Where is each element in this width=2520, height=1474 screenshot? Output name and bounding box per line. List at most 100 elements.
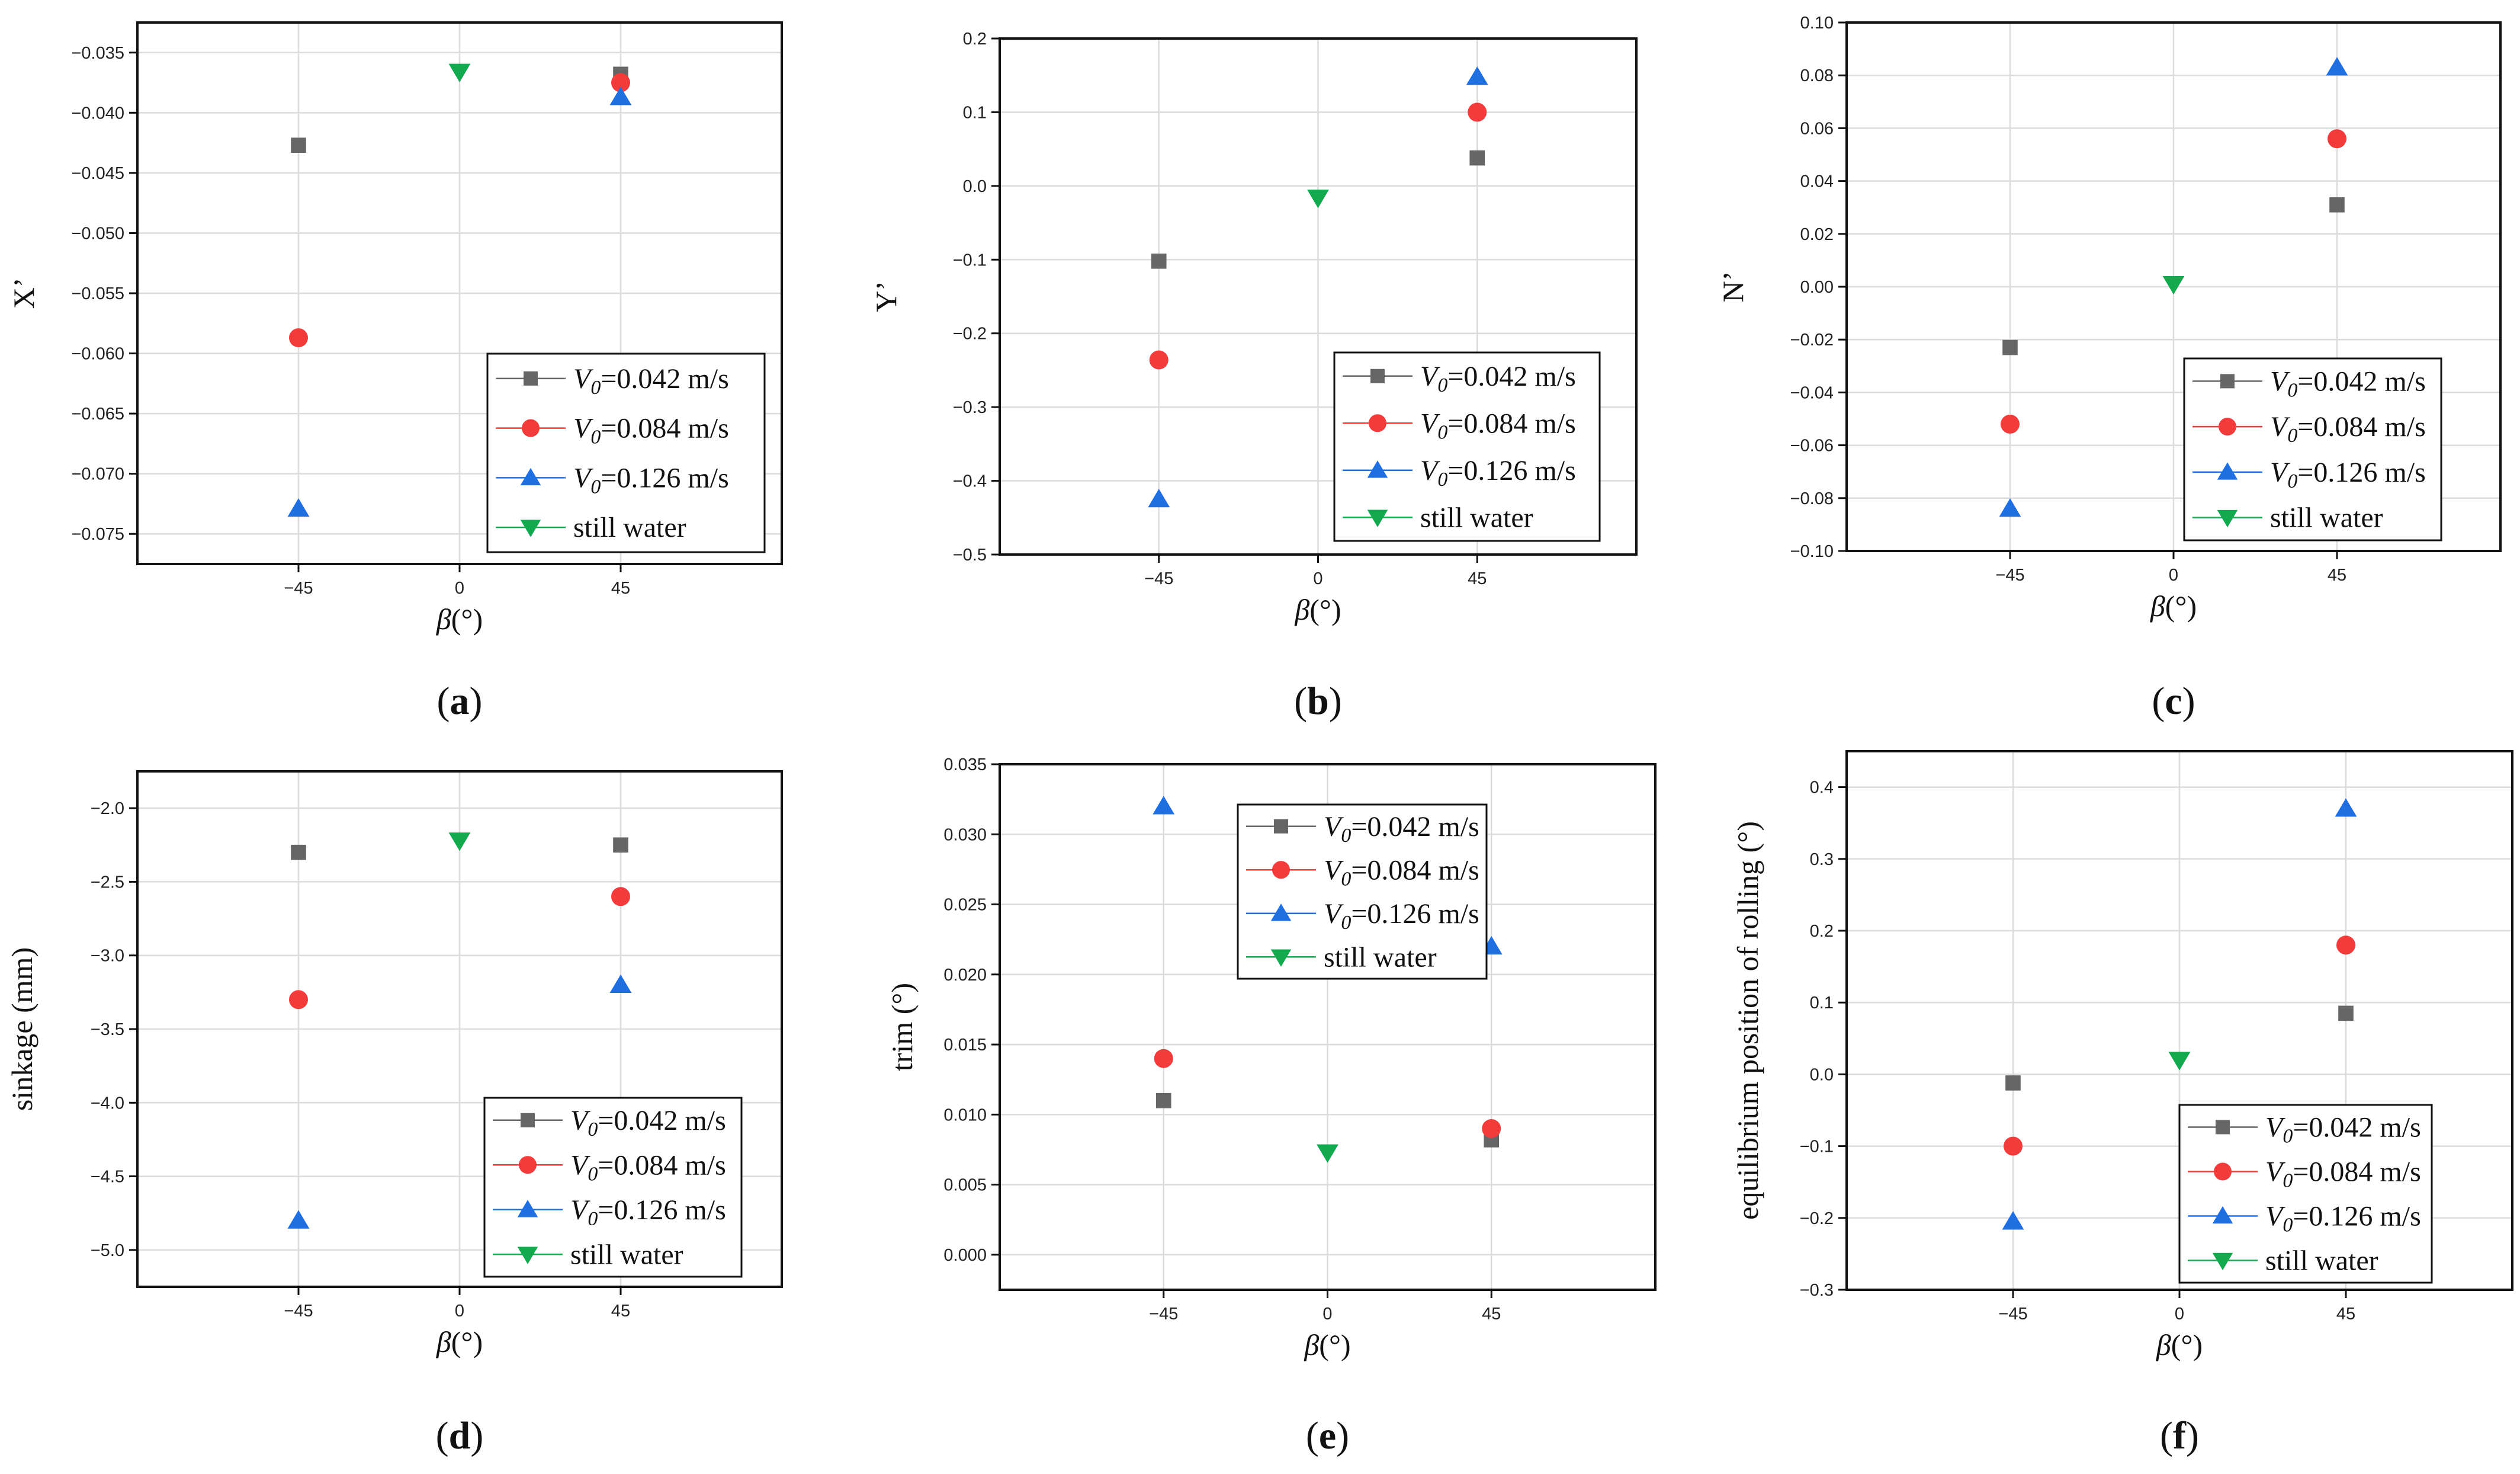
data-point-1	[291, 137, 306, 153]
data-point-2	[611, 73, 630, 92]
legend-label: V0=0.084 m/s	[1420, 408, 1576, 443]
data-point-4	[448, 832, 471, 851]
legend-label: V0=0.126 m/s	[1420, 455, 1576, 491]
x-tick-label: 0	[2175, 1305, 2184, 1324]
y-tick-label: −0.3	[953, 398, 987, 417]
panel-label: (f)	[2160, 1414, 2199, 1457]
legend-label: V0=0.126 m/s	[573, 462, 729, 498]
y-tick-label: −0.10	[1790, 542, 1834, 561]
x-tick-label: 45	[611, 1302, 630, 1321]
y-tick-label: −0.2	[953, 325, 987, 344]
legend-marker	[517, 1200, 538, 1217]
y-tick-label: 0.1	[1810, 994, 1834, 1012]
data-point-1	[2002, 339, 2018, 355]
legend-label: still water	[2270, 502, 2383, 534]
y-tick-label: 0.08	[1800, 66, 1834, 85]
data-point-1	[1151, 253, 1167, 269]
y-tick-label: −4.5	[91, 1168, 124, 1187]
data-point-3	[609, 86, 632, 105]
chart-panel-b: 0.2 0.1 0.0 −0.1 −0.2 −0.3 −0.4 −0.5 −45 0 45 β(°) Y…	[869, 30, 1638, 723]
x-tick-label: 45	[611, 579, 630, 598]
y-tick-label: −2.0	[91, 799, 124, 818]
y-tick-label: −3.0	[91, 947, 124, 966]
x-axis-label: β(°)	[1294, 593, 1341, 626]
y-tick-label: −5.0	[91, 1241, 124, 1260]
data-point-3	[287, 498, 310, 517]
y-tick-label: −0.060	[71, 345, 124, 364]
y-tick-label: 0.04	[1800, 172, 1834, 191]
data-point-2	[2328, 129, 2346, 149]
x-tick-label: −45	[1144, 569, 1173, 588]
y-tick-label: −0.040	[71, 104, 124, 123]
legend-marker	[1370, 368, 1385, 383]
legend-label: V0=0.042 m/s	[2265, 1112, 2421, 1148]
legend-marker	[2212, 1206, 2233, 1224]
y-tick-label: −0.070	[71, 465, 124, 484]
x-tick-label: 45	[1482, 1305, 1501, 1324]
y-tick-label: −0.050	[71, 224, 124, 243]
y-tick-label: −0.08	[1790, 489, 1834, 508]
legend-label: V0=0.042 m/s	[570, 1105, 726, 1140]
y-axis-label: X’	[7, 278, 40, 309]
legend-label: still water	[2265, 1245, 2378, 1277]
y-tick-label: 0.4	[1810, 778, 1834, 797]
legend-marker	[1274, 819, 1288, 834]
y-tick-label: 0.00	[1800, 278, 1834, 297]
y-tick-label: −2.5	[91, 873, 124, 892]
legend-marker	[1367, 510, 1388, 527]
legend-label: V0=0.126 m/s	[1324, 898, 1479, 934]
panel-label: (a)	[437, 680, 483, 723]
legend-label: V0=0.042 m/s	[1420, 361, 1576, 396]
chart-panel-a: −0.035 −0.040 −0.045 −0.050 −0.055 −0.060 −0.0…	[7, 21, 783, 723]
legend-label: V0=0.042 m/s	[573, 363, 729, 399]
x-tick-label: −45	[1149, 1305, 1178, 1324]
data-point-3	[1153, 796, 1175, 815]
legend-marker	[521, 1113, 535, 1127]
y-tick-label: 0.2	[963, 30, 987, 49]
data-point-3	[2335, 798, 2357, 817]
x-axis-label: β(°)	[2150, 589, 2197, 623]
y-tick-label: 0.10	[1800, 14, 1834, 33]
y-tick-label: −0.3	[1800, 1281, 1834, 1300]
y-tick-label: 0.030	[943, 825, 987, 844]
panel-label: (b)	[1294, 680, 1342, 723]
chart-panel-f: 0.4 0.3 0.2 0.1 0.0 −0.1 −0.2 −0.3 −45 0 45 β(°) equ…	[1731, 750, 2513, 1457]
y-tick-label: −0.4	[953, 472, 987, 491]
chart-panel-e: 0.035 0.030 0.025 0.020 0.015 0.010 0.005 0.000…	[885, 755, 1657, 1457]
y-tick-label: −0.075	[71, 525, 124, 544]
legend: V0=0.042 m/s V0=0.084 m/s V0=0.126 m/s stil…	[483, 1097, 743, 1278]
legend-marker	[2220, 374, 2235, 389]
data-point-2	[289, 990, 308, 1010]
legend-marker	[1272, 861, 1290, 879]
legend-label: still water	[1324, 941, 1437, 973]
legend-marker	[519, 1156, 537, 1174]
legend-marker	[520, 520, 541, 537]
x-tick-label: 45	[2328, 566, 2346, 585]
data-point-4	[448, 63, 471, 82]
y-tick-label: −0.2	[1800, 1209, 1834, 1228]
data-point-1	[2005, 1075, 2021, 1091]
legend-label: V0=0.042 m/s	[2270, 366, 2426, 401]
data-point-3	[287, 1210, 310, 1229]
legend-marker	[524, 371, 538, 386]
data-point-3	[2326, 57, 2348, 76]
y-tick-label: 0.005	[943, 1176, 987, 1195]
legend-label: V0=0.126 m/s	[570, 1194, 726, 1230]
x-tick-label: 45	[1468, 569, 1487, 588]
data-point-2	[2001, 414, 2020, 434]
y-tick-label: 0.2	[1810, 922, 1834, 941]
panel-label: (d)	[436, 1414, 484, 1457]
x-tick-label: −45	[1995, 566, 2024, 585]
y-tick-label: −3.5	[91, 1020, 124, 1039]
chart-panel-d: −2.0 −2.5 −3.0 −3.5 −4.0 −4.5 −5.0 −45 0 45 β(°) si…	[5, 770, 783, 1457]
x-tick-label: 0	[455, 1302, 464, 1321]
x-axis-label: β(°)	[436, 1325, 483, 1358]
data-point-4	[1307, 190, 1329, 209]
legend-label: V0=0.084 m/s	[1324, 854, 1479, 890]
x-axis-label: β(°)	[436, 603, 483, 636]
y-tick-label: 0.015	[943, 1036, 987, 1055]
data-point-4	[2162, 275, 2185, 295]
y-tick-label: 0.035	[943, 755, 987, 774]
y-axis-label: N’	[1716, 271, 1749, 303]
data-point-2	[611, 887, 630, 906]
